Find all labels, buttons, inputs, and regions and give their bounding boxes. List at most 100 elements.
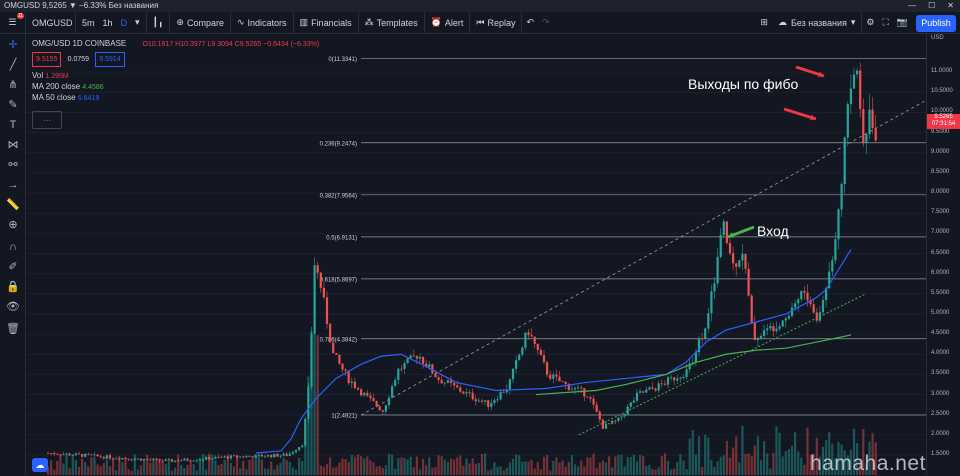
volume-bar (803, 465, 806, 475)
replay-label: Replay (487, 17, 516, 28)
snapshot-button[interactable]: 📷 (893, 12, 912, 34)
candle-body (50, 453, 53, 454)
publish-button[interactable]: Publish (916, 15, 956, 32)
prediction-icon[interactable]: ⚯ (8, 159, 18, 171)
volume-bar (635, 461, 639, 475)
alarm-clock-icon: ⏰ (430, 17, 442, 27)
indicators-button[interactable]: ∿ Indicators (231, 11, 294, 34)
menu-button[interactable]: ☰ 11 (0, 11, 26, 34)
candle-body (108, 455, 112, 459)
price-tick-label: 9.5000 (931, 128, 950, 135)
templates-button[interactable]: ⁂ Templates (359, 11, 425, 34)
candle-body (756, 337, 759, 341)
legend-symbol[interactable]: OMG/USD 1D COINBASE (32, 39, 127, 48)
chart-type-button[interactable]: ┃╻ (147, 11, 171, 34)
lock-drawing-icon[interactable]: ✐ (8, 261, 18, 273)
trash-icon[interactable]: 🗑 (6, 323, 20, 335)
price-scale[interactable]: USD (926, 34, 960, 475)
volume-bar (648, 464, 651, 475)
candle-body (186, 458, 189, 461)
volume-bar (422, 458, 425, 475)
candle-body (639, 391, 642, 393)
volume-bar (353, 456, 356, 475)
undo-button[interactable]: ↶ (522, 12, 538, 34)
volume-bar (691, 429, 694, 475)
annotation-arrows[interactable] (727, 65, 825, 239)
candle-body (623, 414, 626, 417)
volume-bar (468, 463, 471, 475)
volume-bar (694, 454, 697, 475)
zoom-in-icon[interactable]: ⊕ (8, 219, 18, 231)
candle-body (174, 460, 177, 462)
volume-bar (790, 446, 794, 475)
collapse-legend-button[interactable]: ⋯ (32, 111, 62, 129)
interval-d[interactable]: D (120, 17, 128, 28)
price-tick-label: 4.0000 (931, 350, 950, 357)
symbol-search[interactable]: OMGUSD (26, 11, 76, 34)
volume-bar (744, 454, 747, 475)
candle-body (837, 209, 840, 240)
text-icon[interactable]: T (9, 119, 17, 131)
entry-annotation[interactable]: Вход (757, 223, 789, 239)
maximize-icon[interactable]: ☐ (928, 1, 936, 10)
ma50-value: 6.6419 (77, 95, 100, 102)
current-price: 9.5265 (934, 114, 953, 120)
arrow-right-icon[interactable]: → (7, 179, 19, 191)
crosshair-icon[interactable]: ✛ (8, 39, 18, 51)
volume-bar (65, 453, 68, 475)
bid-price-box[interactable]: 9.5155 (32, 52, 62, 67)
candle-body (74, 453, 77, 456)
price-chart[interactable]: 0(11.3341) 0.236(9.2474) 0.382(7.9564) 0.5(… (26, 34, 926, 475)
layout-layout-button[interactable]: ⊞ (756, 12, 772, 34)
volume-bar (112, 459, 115, 475)
candle-body (136, 458, 139, 460)
price-tick-label: 1.5000 (931, 451, 950, 457)
ask-price-box[interactable]: 9.5914 (95, 52, 125, 67)
lock-icon[interactable]: 🔒 (6, 281, 20, 293)
redo-button[interactable]: ↷ (538, 12, 554, 34)
compare-button[interactable]: ⊕ Compare (170, 11, 231, 34)
brush-icon[interactable]: ✎ (8, 99, 18, 111)
replay-button[interactable]: ⏮ Replay (470, 11, 523, 34)
volume-bar (794, 432, 797, 475)
candle-body (759, 335, 763, 338)
candle-body (304, 418, 307, 446)
financials-button[interactable]: ▥ Financials (294, 11, 359, 34)
volume-bar (384, 465, 387, 475)
pitchfork-icon[interactable]: ⋔ (8, 79, 18, 91)
candle-body (676, 378, 679, 381)
candle-body (285, 453, 288, 456)
volume-bar (642, 456, 645, 475)
candle-body (459, 387, 462, 392)
volume-bar (369, 460, 372, 475)
settings-button[interactable]: ⚙ (862, 12, 878, 34)
alert-button[interactable]: ⏰ Alert (425, 11, 471, 34)
candle-body (719, 235, 722, 257)
volume-bar (732, 447, 735, 475)
cloud-sync-icon[interactable]: ☁ (32, 458, 48, 472)
eye-icon[interactable]: 👁 (6, 301, 20, 313)
minimize-icon[interactable]: — (908, 1, 917, 10)
interval-5m[interactable]: 5m (82, 17, 95, 28)
fullscreen-button[interactable]: ⛶ (878, 12, 892, 34)
candle-body (205, 456, 208, 460)
interval-1h[interactable]: 1h (102, 17, 113, 28)
trend-line-icon[interactable]: ╱ (9, 59, 17, 71)
candle-body (527, 332, 530, 336)
magnet-icon[interactable]: ∩ (9, 241, 17, 253)
volume-bar (778, 432, 781, 475)
layout-name-button[interactable]: ☁ Без названия ▾ (772, 11, 863, 34)
close-icon[interactable]: ✕ (947, 1, 954, 10)
pattern-icon[interactable]: ⋈ (7, 139, 19, 151)
candle-body (167, 459, 170, 461)
ruler-icon[interactable]: 📏 (6, 199, 20, 211)
volume-bar (59, 453, 62, 475)
candle-body (688, 363, 691, 370)
trend-lines[interactable] (360, 100, 926, 436)
chevron-down-icon[interactable]: ▾ (135, 17, 140, 27)
volume-bar (403, 457, 406, 475)
volume-bar (825, 440, 828, 475)
exit-annotation[interactable]: Выходы по фибо (688, 76, 799, 92)
fibonacci-retracement[interactable]: 0(11.3341) 0.236(9.2474) 0.382(7.9564) 0.5(… (320, 57, 926, 420)
volume-bar (108, 466, 112, 475)
